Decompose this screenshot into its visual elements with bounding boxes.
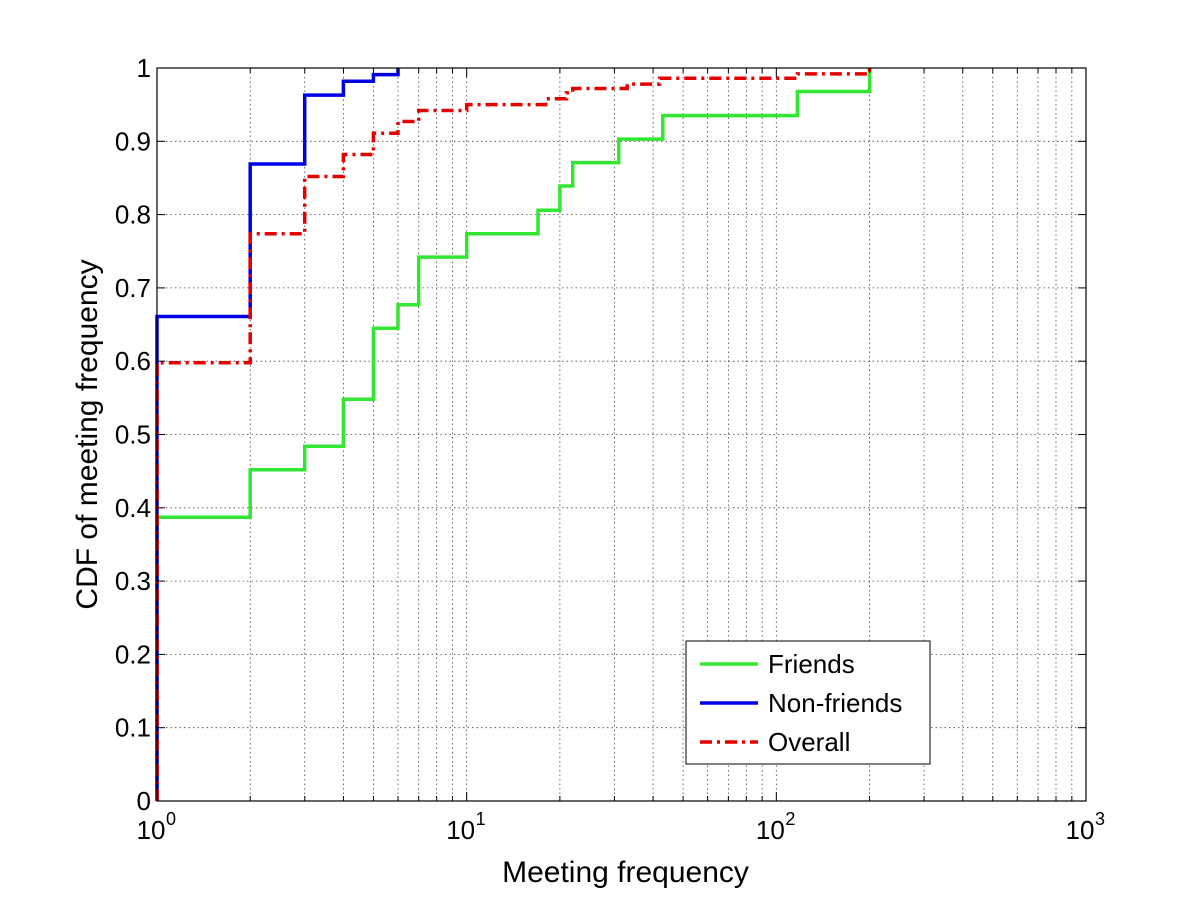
x-tick-label-exponent: 2 <box>785 809 795 829</box>
series-line-non-friends <box>155 68 400 801</box>
y-tick-label: 0.3 <box>115 566 151 596</box>
plot-lines <box>155 68 872 801</box>
x-tick-label-exponent: 0 <box>166 809 176 829</box>
y-tick-label: 0.7 <box>115 273 151 303</box>
x-tick-label-exponent: 1 <box>476 809 486 829</box>
x-tick-label-base: 10 <box>1066 815 1095 845</box>
series-line-overall <box>155 68 872 801</box>
y-tick-label: 0.1 <box>115 713 151 743</box>
x-tick-label-exponent: 3 <box>1095 809 1105 829</box>
x-tick-label-base: 10 <box>756 815 785 845</box>
legend: Friends Non-friends Overall <box>685 640 931 765</box>
y-tick-label: 0 <box>137 786 151 816</box>
legend-label: Friends <box>768 649 855 679</box>
y-tick-label: 0.8 <box>115 200 151 230</box>
y-tick-label: 0.4 <box>115 493 151 523</box>
y-tick-label: 0.6 <box>115 346 151 376</box>
grid <box>157 68 1086 801</box>
legend-label: Non-friends <box>768 688 902 718</box>
x-tick-label-base: 10 <box>137 815 166 845</box>
y-tick-label: 1 <box>137 53 151 83</box>
legend-label: Overall <box>768 727 850 757</box>
y-axis-label: CDF of meeting frequency <box>71 259 104 609</box>
x-tick-label-base: 10 <box>446 815 475 845</box>
y-tick-label: 0.5 <box>115 420 151 450</box>
y-tick-label: 0.9 <box>115 126 151 156</box>
x-axis-label: Meeting frequency <box>502 856 749 889</box>
y-tick-label: 0.2 <box>115 639 151 669</box>
series-line-friends <box>155 68 872 801</box>
